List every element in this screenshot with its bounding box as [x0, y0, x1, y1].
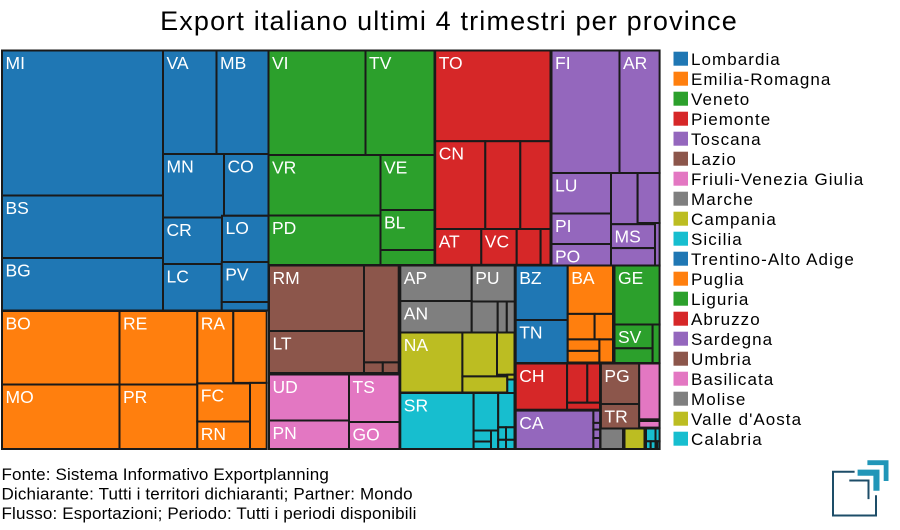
svg-text:BZ: BZ: [519, 268, 542, 288]
svg-text:BG: BG: [6, 260, 31, 280]
svg-text:CH: CH: [519, 366, 544, 386]
svg-text:BA: BA: [571, 268, 595, 288]
svg-text:CA: CA: [519, 413, 544, 433]
svg-text:Abruzzo: Abruzzo: [691, 310, 761, 329]
svg-text:AN: AN: [404, 303, 428, 323]
svg-text:RN: RN: [201, 424, 226, 444]
svg-text:LC: LC: [167, 266, 189, 286]
svg-text:Export italiano ultimi 4 trime: Export italiano ultimi 4 trimestri per p…: [160, 6, 738, 36]
svg-text:LO: LO: [226, 218, 249, 238]
svg-text:BO: BO: [6, 313, 31, 333]
svg-text:Campania: Campania: [691, 210, 777, 229]
svg-text:Sardegna: Sardegna: [691, 330, 773, 349]
svg-text:FI: FI: [555, 53, 571, 73]
svg-text:Piemonte: Piemonte: [691, 110, 771, 129]
svg-text:Toscana: Toscana: [691, 130, 762, 149]
svg-text:BL: BL: [384, 212, 406, 232]
svg-text:VC: VC: [485, 231, 509, 251]
svg-text:GE: GE: [618, 268, 643, 288]
svg-text:VE: VE: [384, 157, 407, 177]
svg-text:Liguria: Liguria: [691, 290, 749, 309]
svg-text:Trentino-Alto Adige: Trentino-Alto Adige: [691, 250, 855, 269]
svg-text:PR: PR: [123, 387, 147, 407]
svg-text:Lazio: Lazio: [691, 150, 737, 169]
svg-text:Sicilia: Sicilia: [691, 230, 743, 249]
svg-text:PU: PU: [475, 268, 499, 288]
svg-text:VR: VR: [272, 157, 296, 177]
svg-text:LT: LT: [273, 333, 292, 353]
svg-text:PV: PV: [225, 264, 249, 284]
svg-text:VA: VA: [167, 53, 189, 73]
svg-text:Valle d'Aosta: Valle d'Aosta: [691, 410, 802, 429]
svg-text:Emilia-Romagna: Emilia-Romagna: [691, 70, 831, 89]
svg-text:MI: MI: [6, 53, 25, 73]
svg-text:PG: PG: [604, 366, 629, 386]
svg-text:Basilicata: Basilicata: [691, 370, 774, 389]
svg-text:TS: TS: [353, 377, 375, 397]
svg-text:Friuli-Venezia Giulia: Friuli-Venezia Giulia: [691, 170, 864, 189]
svg-text:CR: CR: [167, 220, 192, 240]
svg-text:Fonte: Sistema Informativo Exp: Fonte: Sistema Informativo Exportplannin…: [2, 465, 329, 484]
svg-text:Dichiarante: Tutti i territori: Dichiarante: Tutti i territori dichiaran…: [2, 484, 413, 503]
svg-text:PD: PD: [272, 218, 296, 238]
svg-text:SV: SV: [618, 327, 642, 347]
svg-text:Lombardia: Lombardia: [691, 50, 781, 69]
svg-text:Calabria: Calabria: [691, 430, 763, 449]
svg-text:CO: CO: [228, 156, 254, 176]
svg-text:VI: VI: [272, 53, 289, 73]
svg-text:Puglia: Puglia: [691, 270, 745, 289]
svg-text:TO: TO: [439, 53, 463, 73]
svg-text:UD: UD: [273, 377, 298, 397]
svg-text:PN: PN: [273, 423, 297, 443]
svg-text:AP: AP: [404, 268, 427, 288]
svg-text:GO: GO: [353, 424, 380, 444]
svg-text:TR: TR: [604, 406, 627, 426]
svg-text:NA: NA: [404, 335, 429, 355]
svg-text:FC: FC: [201, 386, 224, 406]
svg-text:Veneto: Veneto: [691, 90, 750, 109]
svg-text:Flusso: Esportazioni; Periodo:: Flusso: Esportazioni; Periodo: Tutti i p…: [2, 504, 417, 523]
svg-text:CN: CN: [439, 144, 464, 164]
svg-text:BS: BS: [6, 198, 29, 218]
svg-text:MN: MN: [167, 156, 194, 176]
svg-text:MO: MO: [6, 387, 34, 407]
svg-text:LU: LU: [555, 175, 577, 195]
svg-text:RA: RA: [201, 313, 226, 333]
svg-text:AR: AR: [623, 53, 647, 73]
svg-text:AT: AT: [439, 231, 460, 251]
svg-text:Molise: Molise: [691, 390, 746, 409]
svg-text:RM: RM: [273, 268, 300, 288]
svg-text:MB: MB: [220, 53, 246, 73]
svg-text:MS: MS: [615, 227, 641, 247]
svg-text:PO: PO: [555, 246, 580, 266]
svg-text:TV: TV: [369, 53, 392, 73]
svg-text:RE: RE: [123, 313, 147, 333]
svg-text:SR: SR: [404, 395, 428, 415]
svg-text:TN: TN: [519, 322, 542, 342]
svg-text:PI: PI: [555, 216, 572, 236]
svg-text:Marche: Marche: [691, 190, 754, 209]
svg-text:Umbria: Umbria: [691, 350, 752, 369]
